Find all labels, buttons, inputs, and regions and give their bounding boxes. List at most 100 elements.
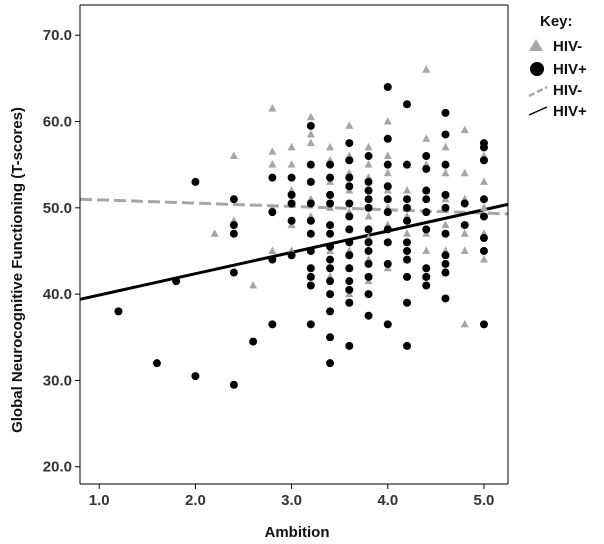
data-point-hiv-pos [422, 195, 431, 204]
data-point-hiv-neg [422, 134, 431, 142]
data-point-hiv-pos [114, 307, 123, 316]
data-point-hiv-pos [364, 272, 373, 281]
data-point-hiv-pos [345, 156, 354, 165]
data-point-hiv-pos [441, 108, 450, 117]
data-point-hiv-pos [364, 311, 373, 320]
data-point-hiv-pos [306, 121, 315, 130]
data-point-hiv-pos [403, 160, 412, 169]
data-point-hiv-pos [345, 238, 354, 247]
data-point-hiv-pos [326, 333, 335, 342]
data-point-hiv-pos [383, 160, 392, 169]
data-point-hiv-pos [403, 246, 412, 255]
data-point-hiv-pos [479, 320, 488, 329]
data-point-hiv-pos [422, 186, 431, 195]
y-tick-label: 40.0 [43, 286, 72, 303]
data-point-hiv-pos [191, 372, 200, 381]
data-point-hiv-neg [210, 229, 219, 237]
data-point-hiv-pos [383, 225, 392, 234]
data-point-hiv-pos [403, 298, 412, 307]
data-point-hiv-pos [383, 82, 392, 91]
data-point-hiv-neg [460, 246, 469, 254]
y-axis-title: Global Neurocognitive Functioning (T-sco… [9, 107, 26, 433]
data-point-hiv-pos [403, 100, 412, 109]
data-point-hiv-pos [383, 195, 392, 204]
data-point-hiv-pos [441, 160, 450, 169]
data-point-hiv-pos [441, 268, 450, 277]
data-point-hiv-neg [441, 142, 450, 151]
x-tick-label: 3.0 [281, 492, 302, 509]
data-point-hiv-pos [306, 281, 315, 290]
data-point-hiv-pos [326, 255, 335, 264]
data-point-hiv-neg [306, 138, 315, 147]
data-point-hiv-neg [383, 151, 392, 160]
data-point-hiv-pos [345, 285, 354, 294]
data-point-hiv-pos [441, 229, 450, 238]
data-point-hiv-pos [326, 160, 335, 169]
data-point-hiv-pos [345, 264, 354, 273]
data-point-hiv-pos [229, 221, 238, 230]
data-point-hiv-pos [306, 177, 315, 186]
data-point-hiv-neg [422, 65, 431, 73]
data-point-hiv-pos [287, 190, 296, 199]
data-point-hiv-pos [422, 225, 431, 234]
legend-triangle-marker-icon [529, 39, 543, 51]
legend-solid-line-icon [528, 106, 548, 116]
data-point-hiv-neg [403, 229, 412, 237]
data-point-hiv-pos [364, 177, 373, 186]
data-point-hiv-pos [229, 195, 238, 204]
data-point-hiv-neg [345, 121, 354, 129]
y-tick-label: 20.0 [43, 459, 72, 476]
data-point-hiv-pos [422, 164, 431, 173]
data-point-hiv-pos [345, 139, 354, 148]
data-point-hiv-pos [364, 152, 373, 161]
data-point-hiv-pos [326, 359, 335, 368]
data-point-hiv-pos [364, 246, 373, 255]
data-point-hiv-pos [364, 203, 373, 212]
x-tick-label: 1.0 [89, 492, 110, 509]
data-point-hiv-pos [306, 199, 315, 208]
data-point-hiv-pos [345, 298, 354, 307]
data-point-hiv-neg [326, 142, 335, 151]
legend-label-hiv-neg-line: HIV- [553, 82, 582, 99]
data-point-hiv-pos [403, 255, 412, 264]
legend-circle-marker-icon [530, 62, 544, 76]
data-point-hiv-pos [345, 277, 354, 286]
data-point-hiv-pos [364, 225, 373, 234]
data-point-hiv-pos [383, 259, 392, 268]
data-point-hiv-neg [364, 142, 373, 151]
data-point-hiv-pos [306, 216, 315, 225]
data-point-hiv-neg [306, 112, 315, 121]
data-point-hiv-pos [345, 341, 354, 350]
data-point-hiv-neg [268, 147, 277, 155]
data-point-hiv-pos [172, 277, 181, 286]
data-point-hiv-neg [460, 319, 469, 328]
data-point-hiv-neg [287, 160, 296, 168]
data-point-hiv-neg [403, 186, 412, 194]
data-point-hiv-pos [287, 199, 296, 208]
data-point-hiv-neg [268, 246, 277, 254]
data-point-hiv-pos [422, 208, 431, 217]
data-point-hiv-neg [479, 177, 488, 185]
data-point-hiv-pos [383, 208, 392, 217]
data-point-hiv-pos [383, 134, 392, 143]
data-point-hiv-pos [479, 212, 488, 221]
data-points [114, 65, 488, 389]
data-point-hiv-pos [326, 173, 335, 182]
data-point-hiv-pos [460, 221, 469, 230]
plot-background [80, 5, 508, 484]
legend-label-hiv-pos-marker: HIV+ [553, 61, 587, 78]
data-point-hiv-pos [364, 290, 373, 299]
data-point-hiv-pos [287, 251, 296, 260]
data-point-hiv-pos [364, 186, 373, 195]
data-point-hiv-neg [460, 168, 469, 177]
x-tick-label: 2.0 [185, 492, 206, 509]
data-point-hiv-neg [383, 117, 392, 125]
data-point-hiv-pos [441, 203, 450, 212]
data-point-hiv-pos [326, 190, 335, 199]
data-point-hiv-pos [306, 320, 315, 329]
legend: Key: HIV- HIV+ HIV- HIV+ [528, 13, 587, 120]
data-point-hiv-pos [460, 199, 469, 208]
data-point-hiv-pos [345, 212, 354, 221]
data-point-hiv-neg [383, 168, 392, 177]
